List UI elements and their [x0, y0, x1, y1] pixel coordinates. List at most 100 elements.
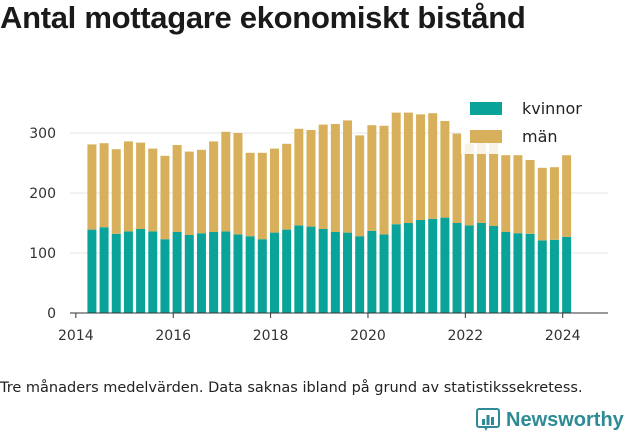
bar-kvinnor [489, 226, 499, 313]
bar-kvinnor [269, 232, 279, 313]
bar-man [282, 143, 292, 230]
bar-kvinnor [318, 229, 328, 313]
bar-kvinnor [160, 239, 170, 313]
bar-kvinnor [123, 231, 133, 313]
bar-man [489, 142, 499, 226]
bar-man [221, 131, 231, 232]
bar-kvinnor [416, 220, 426, 313]
brand-logo: Newsworthy [476, 408, 624, 432]
bar-man [196, 149, 206, 234]
bar-man [343, 120, 353, 233]
bar-kvinnor [87, 229, 97, 313]
bar-man [136, 142, 146, 229]
bar-man [476, 142, 486, 223]
bar-kvinnor [184, 235, 194, 313]
x-tick-label: 2020 [350, 328, 386, 344]
bar-man [562, 155, 572, 237]
bar-man [294, 128, 304, 226]
bar-kvinnor [136, 229, 146, 313]
bar-man [269, 148, 279, 233]
bar-man [452, 133, 462, 223]
x-tick-label: 2018 [253, 328, 289, 344]
x-tick-label: 2024 [545, 328, 581, 344]
footnote: Tre månaders medelvärden. Data saknas ib… [0, 380, 583, 396]
bar-man [379, 125, 389, 235]
y-tick-label: 100 [29, 246, 56, 262]
bar-man [428, 113, 438, 219]
bar-man [416, 114, 426, 220]
bar-kvinnor [464, 225, 474, 313]
legend-label: kvinnor [522, 99, 582, 118]
bar-man [306, 130, 316, 227]
bar-man [172, 145, 182, 232]
legend-label: män [522, 127, 558, 146]
bar-kvinnor [428, 218, 438, 313]
bar-kvinnor [379, 234, 389, 313]
bar-kvinnor [537, 240, 547, 313]
bar-chart-icon [476, 408, 500, 431]
bar-man [330, 124, 340, 232]
bars [87, 112, 572, 313]
bar-kvinnor [403, 223, 413, 313]
bar-man [257, 152, 267, 240]
bar-kvinnor [99, 227, 109, 313]
x-tick-label: 2014 [58, 328, 94, 344]
bar-kvinnor [111, 233, 121, 313]
bar-man [160, 155, 170, 240]
x-tick-label: 2022 [448, 328, 484, 344]
axes: 2014 2016 2018 2020 2022 2024 [58, 312, 608, 344]
bar-kvinnor [282, 229, 292, 313]
bar-man [403, 112, 413, 223]
bar-man [549, 167, 559, 240]
bar-man [99, 143, 109, 228]
bar-man [123, 141, 133, 232]
x-tick-label: 2016 [155, 328, 191, 344]
bar-man [87, 144, 97, 230]
bar-kvinnor [549, 239, 559, 313]
bar-man [184, 151, 194, 235]
bar-man [148, 148, 158, 232]
bar-man [245, 152, 255, 237]
chart: 0 100 200 300 2014 2016 2018 2020 2022 2024 kvin… [29, 92, 611, 344]
y-tick-label: 300 [29, 126, 56, 142]
bar-man [513, 155, 523, 234]
bar-man [355, 135, 365, 237]
bar-man [233, 133, 243, 235]
bar-kvinnor [513, 233, 523, 313]
legend-swatch [470, 130, 502, 143]
bar-kvinnor [306, 226, 316, 313]
bar-kvinnor [148, 231, 158, 313]
bar-man [501, 155, 511, 232]
bar-kvinnor [221, 231, 231, 313]
bar-kvinnor [233, 234, 243, 313]
bar-kvinnor [294, 225, 304, 313]
y-tick-label: 200 [29, 186, 56, 202]
y-tick-label: 0 [47, 306, 56, 322]
bar-man [318, 124, 328, 229]
bar-kvinnor [367, 230, 377, 313]
bar-kvinnor [209, 232, 219, 313]
bar-man [111, 149, 121, 234]
legend: kvinnor män [461, 92, 611, 154]
bar-man [367, 125, 377, 231]
chart-title: Antal mottagare ekonomiskt bistånd [0, 0, 526, 35]
bar-kvinnor [562, 236, 572, 313]
brand-name: Newsworthy [506, 408, 624, 431]
bar-kvinnor [440, 217, 450, 313]
bar-kvinnor [355, 236, 365, 313]
bar-kvinnor [343, 232, 353, 313]
bar-kvinnor [391, 224, 401, 313]
bar-kvinnor [245, 236, 255, 313]
bar-man [464, 143, 474, 226]
bar-man [209, 141, 219, 232]
bar-kvinnor [196, 233, 206, 313]
bar-kvinnor [172, 232, 182, 313]
bar-kvinnor [257, 239, 267, 313]
bar-kvinnor [525, 233, 535, 313]
bar-man [391, 112, 401, 225]
bar-kvinnor [501, 232, 511, 313]
bar-man [525, 160, 535, 234]
bar-kvinnor [476, 223, 486, 313]
bar-man [440, 121, 450, 218]
bar-kvinnor [330, 232, 340, 313]
